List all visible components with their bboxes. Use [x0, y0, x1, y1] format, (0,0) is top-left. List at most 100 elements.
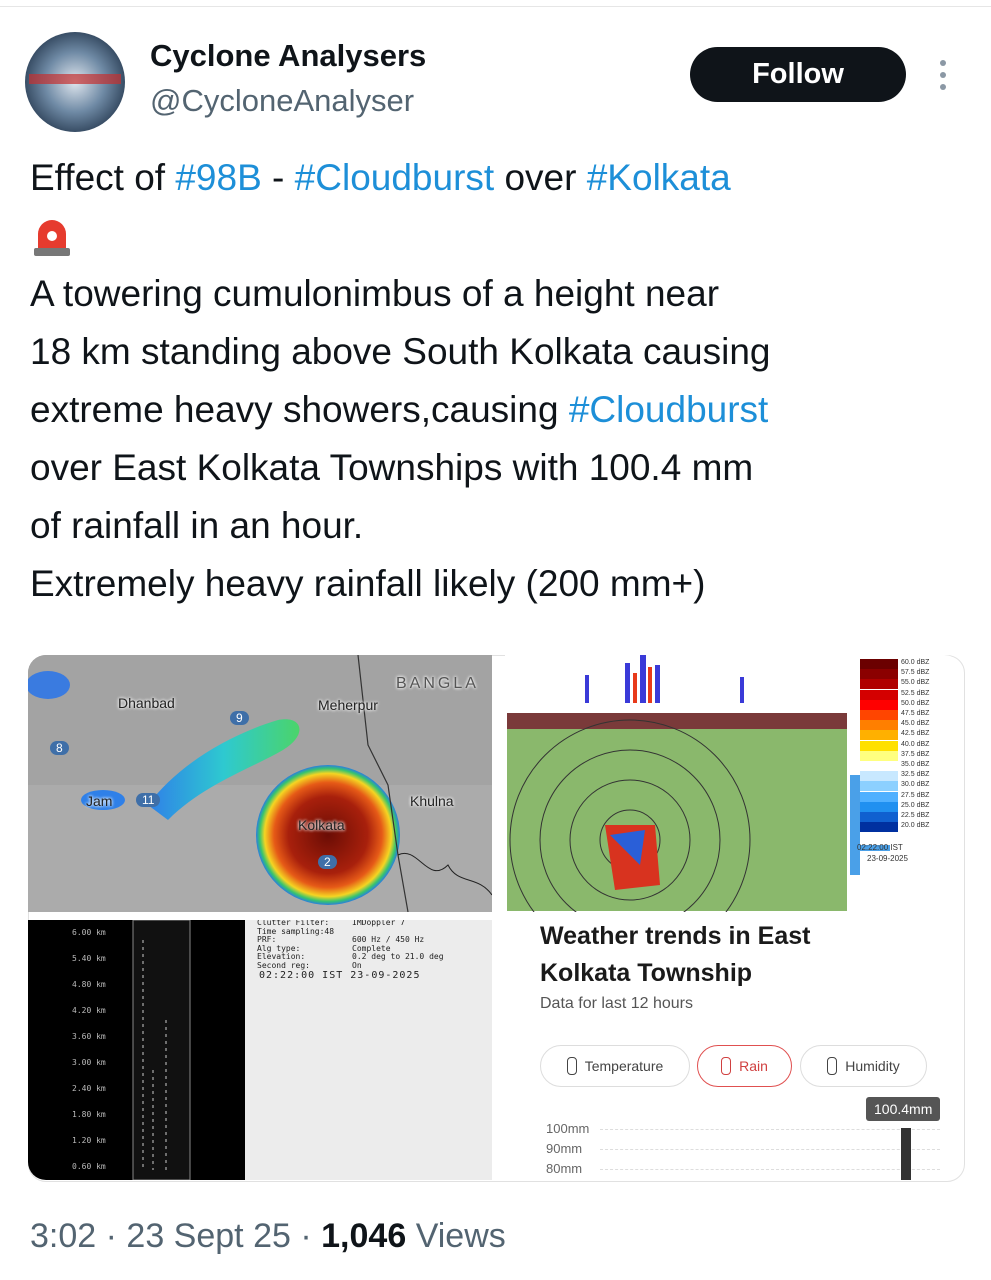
chip-icon — [721, 1057, 732, 1075]
filter-chip[interactable]: Temperature — [540, 1045, 690, 1087]
chip-icon — [566, 1057, 577, 1075]
weather-card[interactable]: Weather trends in East Kolkata Township Da… — [505, 920, 962, 1180]
height-label: 1.20 km — [72, 1136, 106, 1145]
user-name[interactable]: Cyclone Analysers — [150, 38, 427, 73]
legend-label: 45.0 dBZ — [901, 720, 930, 728]
legend-label: 52.5 dBZ — [901, 689, 930, 697]
meta-text: Elevation: — [257, 952, 306, 961]
radar-image[interactable]: 60.0 dBZ 57.5 dBZ 55.0 dBZ 52.5 dBZ 50.0 dBZ… — [505, 655, 962, 912]
legend-swatch — [860, 659, 898, 669]
height-label: 1.80 km — [72, 1110, 106, 1119]
meta-text: Alg type: — [257, 943, 301, 953]
legend-swatch — [860, 812, 898, 822]
more-menu[interactable] — [936, 58, 950, 92]
map-marker: 2 — [318, 855, 337, 869]
user-handle[interactable]: @CycloneAnalyser — [150, 83, 415, 118]
siren-emoji — [34, 220, 70, 256]
avatar[interactable] — [25, 32, 125, 132]
chip-label: Rain — [739, 1058, 768, 1074]
height-label: 0.60 km — [72, 1162, 106, 1171]
legend-label: 60.0 dBZ — [901, 659, 930, 666]
map-label: Kolkata — [298, 817, 345, 833]
legend-swatch — [860, 781, 898, 792]
height-label: 2.40 km — [72, 1084, 106, 1093]
legend-label: 57.5 dBZ — [901, 669, 930, 677]
radar-time: 02:22:00 IST — [857, 843, 903, 852]
map-label: Jam — [86, 793, 113, 809]
grid-line — [600, 1169, 940, 1170]
hashtag[interactable]: #Cloudburst — [294, 157, 495, 198]
legend-swatch — [860, 669, 898, 680]
hashtag[interactable]: #98B — [175, 157, 262, 198]
meta-text: Clutter Filter: — [257, 920, 330, 927]
map-label: BANGLA — [396, 675, 479, 692]
text-line: A towering cumulonimbus of a height near — [30, 272, 719, 316]
divider — [0, 6, 991, 7]
text-line: 18 km standing above South Kolkata causi… — [30, 330, 771, 374]
filter-chip[interactable]: Rain — [697, 1045, 792, 1087]
post-time[interactable]: 3:02 — [30, 1217, 97, 1255]
text-segment: - — [261, 157, 295, 198]
legend-label: 27.5 dBZ — [901, 791, 930, 799]
views-count: 1,046 — [321, 1217, 407, 1255]
map-marker: 9 — [230, 711, 249, 725]
legend-swatch — [860, 710, 898, 720]
hashtag[interactable]: #Cloudburst — [568, 389, 769, 430]
text-line: Extremely heavy rainfall likely (200 mm+… — [30, 562, 705, 606]
bar — [901, 1128, 911, 1180]
text-segment: over — [494, 157, 587, 198]
height-profile[interactable]: 6.00 km 5.40 km 4.80 km 4.20 km 3.60 km 3.00 … — [28, 920, 245, 1180]
meta-stamp: 02:22:00 IST 23-09-2025 — [259, 970, 421, 981]
legend-label: 25.0 dBZ — [901, 801, 930, 809]
axis-label: 100mm — [546, 1121, 590, 1136]
satellite-map[interactable]: Dhanbad Meherpur BANGLA Kolkata Khulna Jam 11 9… — [28, 655, 492, 912]
tooltip: 100.4mm — [866, 1097, 941, 1121]
height-label: 6.00 km — [72, 928, 106, 937]
legend-swatch — [860, 801, 898, 812]
text-segment: of rainfall in an hour. — [30, 505, 364, 546]
radar-meta: Clutter Filter: IMDoppler 7 Time sampling:… — [245, 920, 492, 1180]
card-title: Kolkata Township — [540, 959, 753, 987]
legend-swatch — [860, 740, 898, 751]
legend-swatch — [860, 689, 898, 700]
legend-swatch — [860, 699, 898, 710]
follow-button[interactable]: Follow — [690, 47, 906, 102]
map-label: Meherpur — [318, 697, 378, 713]
meta-text: Time sampling:48 — [257, 926, 335, 936]
meta-text: On — [352, 960, 362, 970]
legend-swatch — [860, 730, 898, 741]
height-label: 5.40 km — [72, 954, 106, 963]
filter-chip[interactable]: Humidity — [800, 1045, 927, 1087]
legend-swatch — [860, 822, 898, 833]
height-label: 4.80 km — [72, 980, 106, 989]
map-label: Khulna — [410, 793, 454, 809]
legend-label: 30.0 dBZ — [901, 781, 930, 789]
text-segment: 18 km standing above South Kolkata causi… — [30, 331, 771, 372]
chip-label: Humidity — [845, 1058, 900, 1074]
height-label: 4.20 km — [72, 1006, 106, 1015]
separator: · — [300, 1217, 312, 1255]
meta-text: Second reg: — [257, 960, 310, 970]
height-label: 3.00 km — [72, 1058, 106, 1067]
hashtag[interactable]: #Kolkata — [586, 157, 731, 198]
tweet-meta: 3:02 · 23 Sept 25 · 1,046 Views — [30, 1217, 506, 1256]
legend-label: 37.5 dBZ — [901, 750, 930, 758]
height-label: 3.60 km — [72, 1032, 106, 1041]
text-segment: extreme heavy showers,causing — [30, 389, 569, 430]
grid-line — [600, 1129, 940, 1130]
text-segment: A towering cumulonimbus of a height near — [30, 273, 720, 314]
meta-text: Complete — [352, 943, 391, 953]
map-label: Dhanbad — [118, 695, 175, 711]
text-segment: Extremely heavy rainfall likely (200 mm+… — [30, 563, 706, 604]
post-date[interactable]: 23 Sept 25 — [126, 1217, 291, 1255]
axis-label: 90mm — [546, 1141, 583, 1156]
card-subtitle: Data for last 12 hours — [540, 995, 693, 1012]
separator: · — [105, 1217, 117, 1255]
legend-label: 42.5 dBZ — [901, 730, 930, 738]
meta-text: PRF: — [257, 935, 277, 944]
radar-date: 23-09-2025 — [867, 854, 908, 863]
legend-swatch — [860, 761, 898, 771]
legend-swatch — [860, 771, 898, 782]
text-segment: over East Kolkata Townships with 100.4 m… — [30, 447, 754, 488]
